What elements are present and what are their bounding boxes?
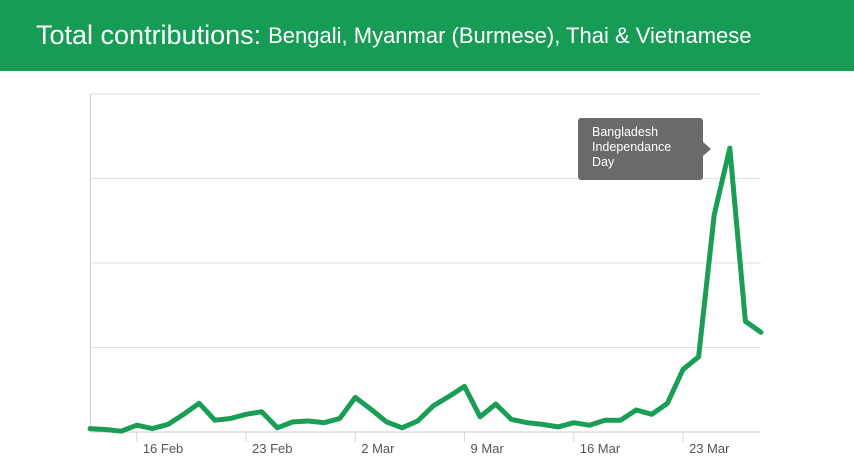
data-point (88, 426, 93, 431)
x-tick-label: 23 Mar (689, 441, 730, 456)
data-point (446, 394, 451, 399)
data-point (602, 418, 607, 423)
data-point (618, 418, 623, 423)
data-point (415, 419, 420, 424)
data-point (587, 423, 592, 428)
data-point (743, 319, 748, 324)
chart-title-languages: Bengali, Myanmar (Burmese), Thai & Vietn… (268, 22, 752, 48)
x-tick-label: 16 Feb (143, 441, 183, 456)
data-point (322, 420, 327, 425)
data-point (400, 425, 405, 430)
annotation-line-3: Day (592, 155, 615, 169)
data-point (337, 416, 342, 421)
data-point (680, 367, 685, 372)
x-tick-label: 2 Mar (361, 441, 395, 456)
data-point (384, 419, 389, 424)
data-point (244, 412, 249, 417)
data-point (478, 414, 483, 419)
x-tick-label: 23 Feb (252, 441, 292, 456)
data-point (727, 146, 732, 151)
data-point (759, 330, 764, 335)
data-point (634, 408, 639, 413)
data-point (103, 427, 108, 432)
x-tick-label: 16 Mar (580, 441, 621, 456)
data-point (665, 401, 670, 406)
data-point (649, 412, 654, 417)
data-point (166, 422, 171, 427)
data-point (290, 419, 295, 424)
annotation-line-1: Bangladesh (592, 125, 659, 139)
data-point (134, 423, 139, 428)
data-point (353, 395, 358, 400)
data-point (571, 420, 576, 425)
series-line (87, 145, 764, 434)
data-point (275, 425, 280, 430)
data-point (462, 384, 467, 389)
data-point (696, 354, 701, 359)
data-point (524, 420, 529, 425)
data-point (228, 416, 233, 421)
data-point (259, 409, 264, 414)
data-point (493, 402, 498, 407)
data-point (509, 417, 514, 422)
data-point (181, 412, 186, 417)
data-point (540, 422, 545, 427)
data-point (431, 403, 436, 408)
data-point (368, 407, 373, 412)
chart-title-bar: Total contributions: Bengali, Myanmar (B… (0, 0, 854, 71)
data-point (197, 401, 202, 406)
annotation-tooltip: Bangladesh Independance Day (578, 118, 711, 180)
annotation-line-2: Independance (592, 140, 672, 154)
data-point (150, 426, 155, 431)
x-tick-label: 9 Mar (471, 441, 505, 456)
chart-title-lead: Total contributions: (36, 20, 262, 50)
data-point (556, 424, 561, 429)
data-point (306, 419, 311, 424)
data-point (119, 429, 124, 434)
data-point (212, 418, 217, 423)
data-point (712, 212, 717, 217)
